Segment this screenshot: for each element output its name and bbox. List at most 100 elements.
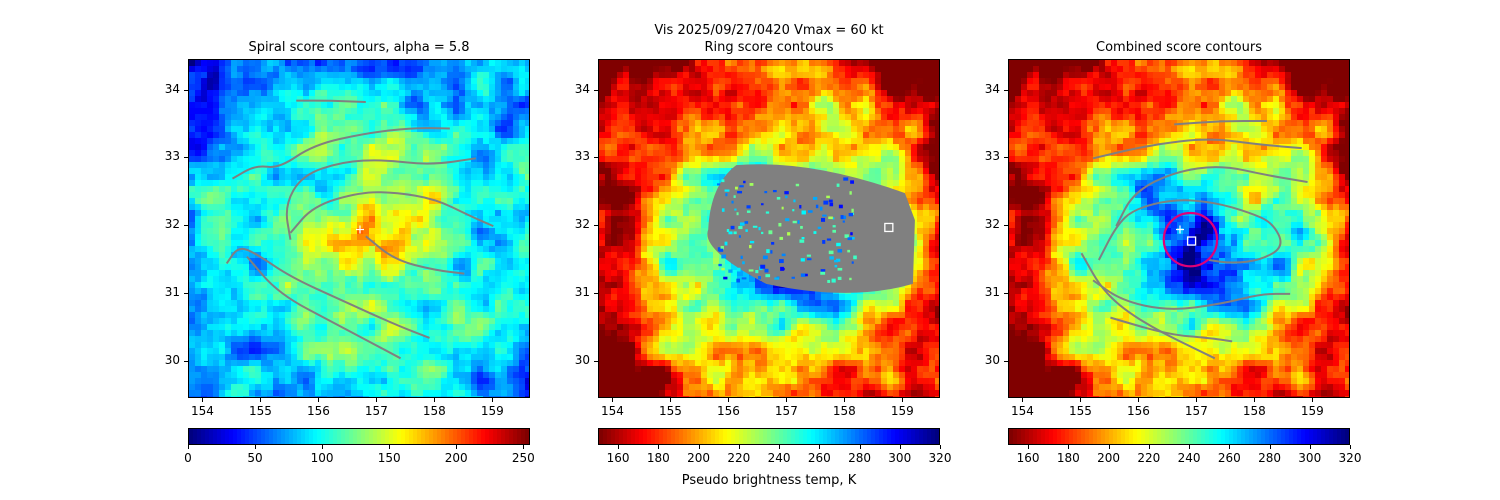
colorbar-tick-mark bbox=[779, 445, 781, 449]
x-tick-mark bbox=[1080, 398, 1082, 402]
contour-line bbox=[1092, 138, 1302, 160]
colorbar-tick-mark bbox=[456, 445, 458, 449]
panel-2-plot bbox=[598, 59, 940, 398]
y-tick-label: 31 bbox=[574, 284, 590, 299]
colorbar-tick-label: 100 bbox=[310, 451, 334, 465]
y-tick-mark bbox=[1004, 360, 1008, 362]
x-tick-mark bbox=[202, 398, 204, 402]
satellite-image bbox=[189, 60, 529, 397]
contour-line bbox=[1110, 316, 1233, 343]
x-tick-label: 159 bbox=[480, 404, 504, 418]
y-tick-mark bbox=[594, 225, 598, 227]
x-tick-mark bbox=[318, 398, 320, 402]
colorbar-tick-mark bbox=[255, 445, 257, 449]
ring-mask bbox=[707, 164, 915, 293]
center-plus-marker bbox=[1176, 225, 1184, 234]
panel-1-title: Spiral score contours, alpha = 5.8 bbox=[248, 40, 470, 55]
contour-line bbox=[231, 127, 450, 180]
x-tick-mark bbox=[844, 398, 846, 402]
x-tick-label: 154 bbox=[191, 404, 214, 418]
y-tick-mark bbox=[184, 292, 188, 294]
colorbar-tick-label: 280 bbox=[848, 451, 871, 465]
x-tick-mark bbox=[1138, 398, 1140, 402]
colorbar-tick-mark bbox=[1309, 445, 1311, 449]
panel-2-title: Ring score contours bbox=[704, 40, 834, 55]
contour-line bbox=[1174, 120, 1267, 126]
colorbar-tick-label: 320 bbox=[928, 451, 952, 465]
colorbar-tick-label: 180 bbox=[1056, 451, 1080, 465]
panel-1-plot bbox=[188, 59, 530, 398]
center-plus-marker bbox=[356, 225, 364, 234]
colorbar-tick-label: 240 bbox=[1177, 451, 1201, 465]
y-tick-mark bbox=[1004, 225, 1008, 227]
colorbar-tick-mark bbox=[899, 445, 901, 449]
x-tick-mark bbox=[612, 398, 614, 402]
x-tick-label: 157 bbox=[1184, 404, 1208, 418]
x-tick-label: 156 bbox=[1126, 404, 1150, 418]
y-tick-label: 34 bbox=[574, 81, 590, 96]
colorbar-tick-label: 240 bbox=[767, 451, 791, 465]
colorbar-tick-label: 260 bbox=[1217, 451, 1241, 465]
x-tick-label: 156 bbox=[716, 404, 740, 418]
x-tick-label: 154 bbox=[1011, 404, 1034, 418]
colorbar-tick-mark bbox=[1350, 445, 1351, 449]
x-tick-label: 155 bbox=[659, 404, 682, 418]
panel-2-colorbar bbox=[598, 428, 940, 445]
colorbar-tick-mark bbox=[738, 445, 740, 449]
x-tick-mark bbox=[902, 398, 904, 402]
x-tick-mark bbox=[786, 398, 788, 402]
contour-line bbox=[365, 235, 465, 275]
y-tick-mark bbox=[184, 360, 188, 362]
satellite-image bbox=[599, 60, 939, 397]
x-tick-label: 158 bbox=[832, 404, 856, 418]
y-tick-label: 31 bbox=[984, 284, 1000, 299]
y-tick-mark bbox=[1004, 157, 1008, 159]
colorbar-tick-label: 160 bbox=[606, 451, 630, 465]
y-tick-label: 32 bbox=[984, 217, 1000, 232]
contour-line bbox=[246, 255, 402, 360]
panel-3-colorbar bbox=[1008, 428, 1350, 445]
x-tick-label: 154 bbox=[601, 404, 624, 418]
y-tick-mark bbox=[594, 89, 598, 91]
y-tick-mark bbox=[184, 225, 188, 227]
colorbar-tick-mark bbox=[1148, 445, 1150, 449]
contour-line bbox=[285, 157, 477, 240]
ring-center-marker bbox=[884, 222, 894, 233]
colorbar-tick-mark bbox=[188, 445, 189, 449]
x-tick-label: 159 bbox=[890, 404, 914, 418]
colorbar-tick-mark bbox=[618, 445, 620, 449]
x-tick-mark bbox=[1022, 398, 1024, 402]
colorbar-tick-label: 200 bbox=[444, 451, 468, 465]
x-tick-mark bbox=[434, 398, 436, 402]
x-tick-label: 156 bbox=[306, 404, 330, 418]
contour-lines bbox=[1080, 120, 1308, 360]
colorbar-tick-label: 260 bbox=[807, 451, 831, 465]
y-tick-mark bbox=[184, 89, 188, 91]
contour-lines bbox=[225, 99, 494, 360]
x-tick-label: 155 bbox=[249, 404, 272, 418]
colorbar-tick-mark bbox=[819, 445, 821, 449]
colorbar-tick-label: 50 bbox=[247, 451, 263, 465]
panel-1-colorbar bbox=[188, 428, 530, 445]
x-tick-label: 155 bbox=[1069, 404, 1092, 418]
y-tick-label: 30 bbox=[574, 352, 590, 367]
x-tick-label: 158 bbox=[1242, 404, 1266, 418]
x-tick-label: 157 bbox=[364, 404, 388, 418]
panel-3-title: Combined score contours bbox=[1096, 40, 1262, 55]
figure-suptitle: Vis 2025/09/27/0420 Vmax = 60 kt bbox=[654, 23, 884, 38]
x-tick-mark bbox=[1254, 398, 1256, 402]
panel-3-plot bbox=[1008, 59, 1350, 398]
colorbar-tick-mark bbox=[698, 445, 700, 449]
colorbar-tick-mark bbox=[322, 445, 324, 449]
y-tick-label: 34 bbox=[164, 81, 180, 96]
y-tick-label: 33 bbox=[164, 149, 180, 164]
colorbar-tick-mark bbox=[1028, 445, 1030, 449]
colorbar-tick-label: 160 bbox=[1016, 451, 1040, 465]
colorbar-tick-mark bbox=[658, 445, 660, 449]
colorbar-tick-label: 200 bbox=[687, 451, 711, 465]
colorbar-tick-label: 220 bbox=[1137, 451, 1161, 465]
satellite-image bbox=[1009, 60, 1349, 397]
x-tick-label: 157 bbox=[774, 404, 798, 418]
x-tick-label: 159 bbox=[1300, 404, 1324, 418]
y-tick-mark bbox=[594, 292, 598, 294]
